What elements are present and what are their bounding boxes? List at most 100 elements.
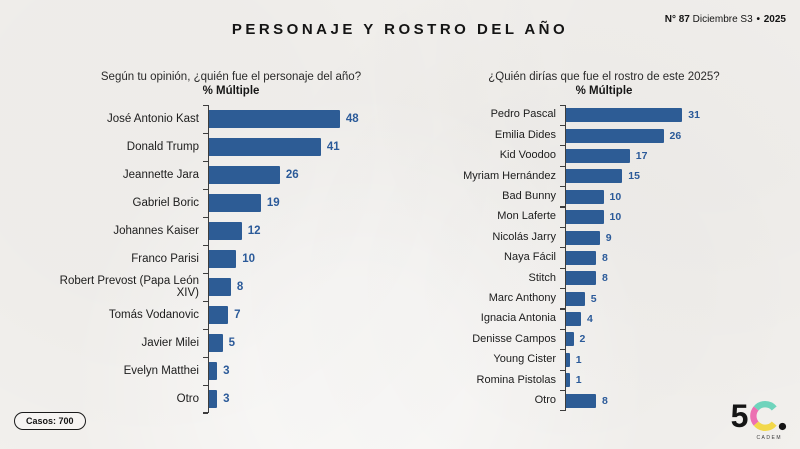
bar-row: Marc Anthony 5 xyxy=(445,288,763,309)
bar-track: 15 xyxy=(560,165,763,187)
bar-row: Emilia Dides 26 xyxy=(445,124,763,146)
bar-value-label: 8 xyxy=(602,394,608,407)
bar xyxy=(566,312,581,327)
bar-value-label: 1 xyxy=(575,374,582,387)
bar-track: 10 xyxy=(560,206,763,228)
bar-row: Tomás Vodanovic 7 xyxy=(55,300,407,329)
category-label: Franco Parisi xyxy=(131,252,199,265)
bar xyxy=(566,128,664,143)
bar-track: 19 xyxy=(203,188,407,217)
bar xyxy=(566,108,683,123)
bar-row: Naya Fácil 8 xyxy=(445,247,763,269)
category-label: Donald Trump xyxy=(126,140,199,153)
bar xyxy=(566,148,630,163)
cadem-logo: 5 CADEM xyxy=(730,396,788,441)
logo-c-icon xyxy=(750,401,787,431)
bar xyxy=(209,138,321,156)
category-label: Otro xyxy=(176,392,199,405)
bar-row: Gabriel Boric 19 xyxy=(55,188,407,217)
bar-row: Donald Trump 41 xyxy=(55,132,407,161)
bar-track: 4 xyxy=(560,308,763,330)
bar-value-label: 3 xyxy=(223,365,230,377)
bar xyxy=(209,194,261,212)
bar-value-label: 48 xyxy=(345,113,359,125)
bar xyxy=(209,222,242,240)
bar xyxy=(566,189,604,204)
chart-panel-rostro: ¿Quién dirías que fue el rostro de este … xyxy=(445,70,763,412)
category-label: Tomás Vodanovic xyxy=(108,308,199,321)
bar-row: José Antonio Kast 48 xyxy=(55,104,407,133)
category-label: José Antonio Kast xyxy=(106,112,199,125)
bar-value-label: 15 xyxy=(628,170,640,183)
category-label: Robert Prevost (Papa León XIV) xyxy=(59,274,199,299)
bar xyxy=(566,373,570,388)
category-label: Marc Anthony xyxy=(488,291,556,304)
bar-track: 8 xyxy=(203,272,407,301)
bar-track: 2 xyxy=(560,328,763,350)
edition-year: 2025 xyxy=(763,14,786,25)
edition-meta: N° 87 Diciembre S3 • 2025 xyxy=(665,14,786,25)
category-label: Naya Fácil xyxy=(504,251,556,264)
chart-panel-personaje: Según tu opinión, ¿quién fue el personaj… xyxy=(55,70,407,414)
bar-track: 3 xyxy=(203,384,407,414)
category-label: Bad Bunny xyxy=(502,189,556,202)
bar xyxy=(566,169,623,184)
bar-value-label: 12 xyxy=(247,225,261,237)
bar-track: 48 xyxy=(203,104,407,133)
bar-value-label: 1 xyxy=(575,353,582,366)
bar-value-label: 4 xyxy=(587,313,593,326)
bar-track: 41 xyxy=(203,132,407,161)
bar-track: 3 xyxy=(203,356,407,385)
bar-track: 1 xyxy=(560,349,763,371)
bar-track: 5 xyxy=(203,328,407,357)
bar-chart-rostro: Pedro Pascal 31 Emilia Dides 26 Kid Voodoo 17… xyxy=(445,104,763,412)
category-label: Kid Voodoo xyxy=(499,149,556,162)
category-label: Pedro Pascal xyxy=(490,108,556,121)
bar-value-label: 26 xyxy=(285,169,299,181)
category-label: Denisse Campos xyxy=(472,332,556,345)
bar-track: 17 xyxy=(560,145,763,167)
bar-value-label: 9 xyxy=(605,231,612,244)
category-label: Jeannette Jara xyxy=(122,168,199,181)
bar-value-label: 10 xyxy=(242,253,256,265)
bar xyxy=(209,390,218,408)
bar-value-label: 5 xyxy=(228,337,236,349)
bar-row: Robert Prevost (Papa León XIV) 8 xyxy=(55,272,407,301)
bar-row: Bad Bunny 10 xyxy=(445,186,763,207)
bar xyxy=(209,250,237,268)
category-label: Romina Pistolas xyxy=(476,373,556,386)
bar-row: Denisse Campos 2 xyxy=(445,328,763,350)
bar xyxy=(209,334,223,352)
logo-dot xyxy=(779,422,787,431)
bar xyxy=(209,278,231,296)
category-label: Stitch xyxy=(528,271,556,284)
bar-track: 26 xyxy=(203,160,407,189)
bar xyxy=(209,166,280,184)
edition-number: 87 xyxy=(678,14,690,25)
cases-badge: Casos: 700 xyxy=(14,412,86,430)
bar-row: Kid Voodoo 17 xyxy=(445,145,763,167)
bar-value-label: 17 xyxy=(635,149,648,162)
bar-row: Evelyn Matthei 3 xyxy=(55,356,407,385)
bar-value-label: 31 xyxy=(688,109,700,122)
logo-subtext: CADEM xyxy=(756,435,782,441)
bar-track: 8 xyxy=(560,389,763,412)
bar-value-label: 8 xyxy=(602,272,608,285)
bar-row: Johannes Kaiser 12 xyxy=(55,216,407,245)
bar-row: Ignacia Antonia 4 xyxy=(445,308,763,330)
bar xyxy=(209,306,229,324)
bar xyxy=(566,291,585,306)
category-label: Nicolás Jarry xyxy=(492,230,556,243)
chart-subtitle: % Múltiple xyxy=(202,85,260,97)
bar-row: Otro 3 xyxy=(55,384,407,414)
bar-track: 9 xyxy=(560,226,763,248)
bar-value-label: 7 xyxy=(234,309,241,321)
bar-track: 12 xyxy=(203,216,407,245)
bar-track: 8 xyxy=(560,247,763,269)
bar xyxy=(566,210,604,225)
bar-track: 7 xyxy=(203,300,407,329)
chart-question: Según tu opinión, ¿quién fue el personaj… xyxy=(100,71,362,83)
category-label: Evelyn Matthei xyxy=(123,364,199,377)
bar-track: 10 xyxy=(560,186,763,207)
